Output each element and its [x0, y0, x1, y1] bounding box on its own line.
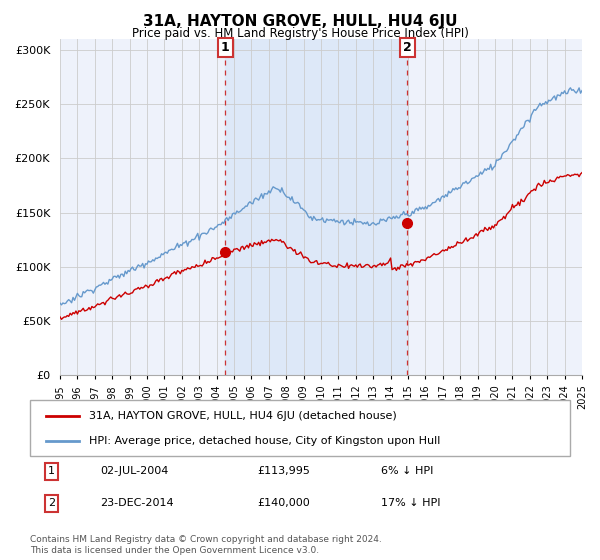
Text: 02-JUL-2004: 02-JUL-2004	[100, 466, 169, 476]
Text: Contains HM Land Registry data © Crown copyright and database right 2024.: Contains HM Land Registry data © Crown c…	[30, 535, 382, 544]
Text: 31A, HAYTON GROVE, HULL, HU4 6JU: 31A, HAYTON GROVE, HULL, HU4 6JU	[143, 14, 457, 29]
Text: 17% ↓ HPI: 17% ↓ HPI	[381, 498, 440, 508]
Text: 2: 2	[403, 41, 412, 54]
Text: 23-DEC-2014: 23-DEC-2014	[100, 498, 174, 508]
Text: 6% ↓ HPI: 6% ↓ HPI	[381, 466, 433, 476]
FancyBboxPatch shape	[30, 400, 570, 456]
Text: 1: 1	[48, 466, 55, 476]
Bar	[225, 39, 407, 375]
Text: 2: 2	[48, 498, 55, 508]
Text: £113,995: £113,995	[257, 466, 310, 476]
Text: 1: 1	[221, 41, 230, 54]
Text: Price paid vs. HM Land Registry's House Price Index (HPI): Price paid vs. HM Land Registry's House …	[131, 27, 469, 40]
Text: HPI: Average price, detached house, City of Kingston upon Hull: HPI: Average price, detached house, City…	[89, 436, 441, 446]
Text: This data is licensed under the Open Government Licence v3.0.: This data is licensed under the Open Gov…	[30, 546, 319, 555]
Text: 31A, HAYTON GROVE, HULL, HU4 6JU (detached house): 31A, HAYTON GROVE, HULL, HU4 6JU (detach…	[89, 411, 397, 421]
Text: £140,000: £140,000	[257, 498, 310, 508]
